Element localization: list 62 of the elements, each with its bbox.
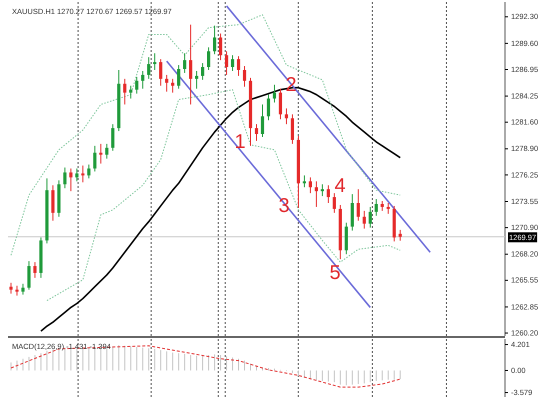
candlestick [195,70,198,90]
candlestick [380,200,384,212]
candlestick [141,70,144,90]
line-series [10,14,401,256]
candlestick [21,283,25,296]
candlestick [398,229,402,242]
candlestick [242,66,246,88]
candlestick [224,50,228,76]
candlestick [320,184,324,197]
candlestick [236,56,240,76]
candlestick [99,143,102,164]
candlestick [105,143,108,160]
candlestick [278,88,282,120]
candlestick [350,194,354,232]
annotation: 5 [329,262,341,284]
candlestick [51,184,55,222]
annotation: 1 [234,131,246,153]
candlestick [290,114,294,144]
candlestick [27,260,31,290]
candlestick [368,206,372,228]
candlestick [356,188,360,222]
candlestick [171,78,174,94]
candlestick [374,198,378,216]
candlestick [129,85,132,100]
candlestick [218,33,222,61]
candlestick [81,165,84,183]
annotation: 4 [334,175,346,197]
candlestick [201,62,204,80]
candlestick [212,25,216,55]
candlestick [165,74,168,92]
candlestick [33,262,37,278]
candlestick [111,124,114,152]
candlestick [189,24,192,105]
candlestick [326,184,330,204]
candlestick [362,210,366,230]
candlestick [302,174,306,188]
candlestick [284,108,288,125]
candlestick [272,84,276,103]
candlestick [135,76,138,94]
candlestick [147,56,150,80]
candlestick [260,104,264,138]
candlestick [123,78,126,105]
candlestick [183,52,186,74]
candlestick [9,282,13,294]
candlestick [344,222,348,255]
candlestick [69,168,72,192]
candlestick [177,64,180,90]
candlestick [386,202,390,214]
candlestick [153,52,156,70]
candlestick [206,46,210,70]
candlestick [63,167,66,189]
candlestick [266,94,270,121]
candlestick [93,145,96,172]
candlestick [15,285,19,296]
candlestick [75,168,78,182]
candlestick [332,192,336,214]
candlestick [230,54,234,72]
candlestick [254,124,258,142]
candlestick [159,58,162,86]
candlestick [314,180,318,208]
line-series [10,345,401,388]
candlestick [87,164,90,179]
